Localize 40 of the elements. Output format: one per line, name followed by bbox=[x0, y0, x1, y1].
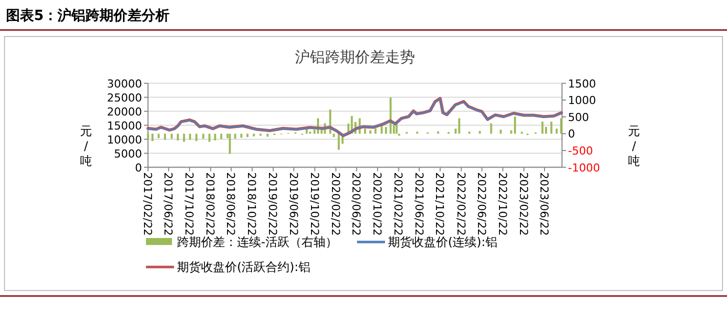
text: 图表5：沪铝跨期价差分析 bbox=[6, 7, 170, 24]
x-tick-label: 2022/02/22 bbox=[454, 172, 468, 236]
chart-title: 沪铝跨期价差走势 bbox=[295, 48, 415, 66]
y-axis-title: 元/吨 bbox=[80, 124, 92, 168]
x-tick-label: 2023/02/22 bbox=[516, 172, 530, 236]
y-tick-label: 0 bbox=[135, 161, 142, 174]
x-tick-label: 2019/02/22 bbox=[266, 172, 280, 236]
legend-label: 期货收盘价(活跃合约):铝 bbox=[177, 260, 310, 274]
x-tick-label: 2021/06/22 bbox=[412, 172, 426, 236]
x-tick-label: 2017/10/22 bbox=[182, 172, 196, 236]
x-tick-label: 2019/06/22 bbox=[286, 172, 300, 236]
y2-tick-label: 500 bbox=[568, 110, 589, 124]
x-tick-label: 2018/06/22 bbox=[224, 172, 238, 236]
x-tick-label: 2022/06/22 bbox=[474, 172, 488, 236]
y-tick-label: 25000 bbox=[107, 91, 142, 104]
x-tick-label: 2020/10/22 bbox=[370, 172, 384, 236]
x-tick-label: 2017/02/22 bbox=[141, 172, 154, 236]
y-tick-label: 10000 bbox=[107, 133, 142, 146]
legend-label: 期货收盘价(连续):铝 bbox=[388, 235, 498, 249]
x-tick-label: 2018/02/22 bbox=[204, 172, 217, 236]
y-tick-label: 15000 bbox=[107, 119, 142, 132]
x-tick-label: 2017/06/22 bbox=[162, 172, 175, 236]
y-tick-label: 20000 bbox=[107, 105, 142, 118]
legend-label: 跨期价差：连续-活跃（右轴） bbox=[177, 235, 338, 249]
x-tick-label: 2020/06/22 bbox=[350, 172, 363, 236]
x-tick-label: 2018/10/22 bbox=[245, 172, 258, 236]
y2-tick-label: -1000 bbox=[568, 161, 600, 174]
y2-tick-label: 1000 bbox=[568, 94, 596, 108]
x-tick-label: 2023/06/22 bbox=[538, 172, 550, 236]
y-tick-label: 5000 bbox=[114, 147, 142, 160]
y2-tick-label: 0 bbox=[568, 128, 575, 141]
y2-tick-label: 1500 bbox=[568, 77, 596, 90]
x-tick-label: 2019/10/22 bbox=[308, 172, 321, 236]
y2-axis-title: 元/吨 bbox=[628, 124, 640, 168]
y2-tick-label: -500 bbox=[568, 144, 593, 158]
x-tick-label: 2022/10/22 bbox=[496, 172, 509, 236]
x-tick-label: 2021/02/22 bbox=[392, 172, 405, 236]
y-tick-label: 30000 bbox=[107, 77, 142, 90]
x-tick-label: 2021/10/22 bbox=[433, 172, 446, 236]
x-tick-label: 2020/02/22 bbox=[328, 172, 342, 236]
